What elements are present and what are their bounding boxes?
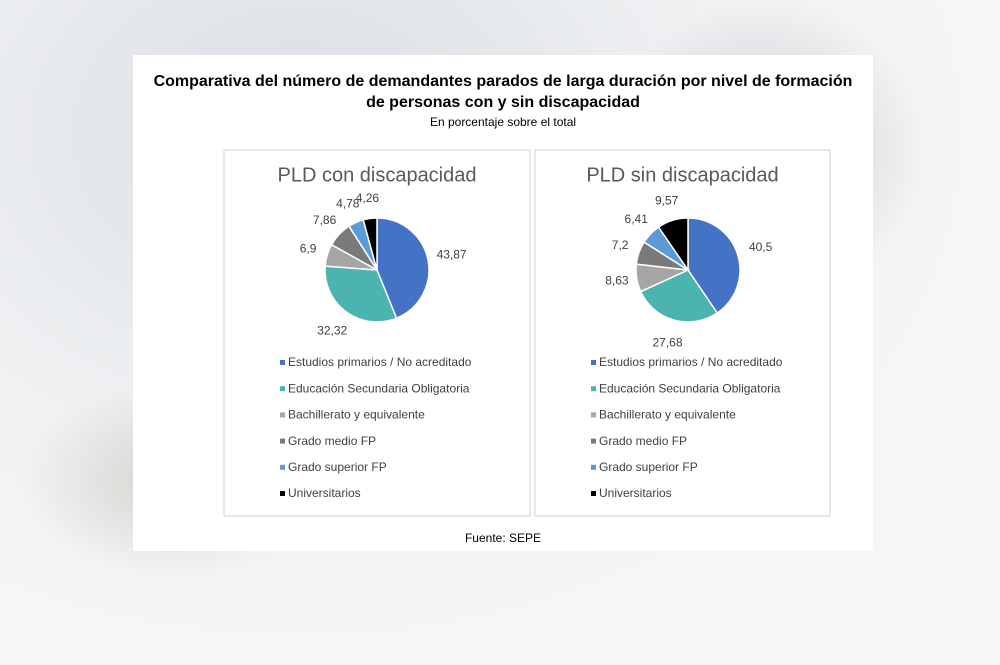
legend-swatch <box>280 360 285 365</box>
legend-label: Bachillerato y equivalente <box>599 408 736 422</box>
legend-swatch <box>591 360 596 365</box>
legend-label: Estudios primarios / No acreditado <box>599 355 783 369</box>
data-label: 6,41 <box>625 212 649 226</box>
legend-swatch <box>280 464 285 470</box>
data-label: 8,63 <box>605 273 629 287</box>
chart-title: PLD con discapacidad <box>277 164 476 186</box>
data-label: 40,5 <box>749 240 773 254</box>
data-label: 32,32 <box>317 324 347 338</box>
legend-label: Universitarios <box>599 486 672 500</box>
legend-label: Universitarios <box>288 486 361 500</box>
legend-swatch <box>591 412 596 418</box>
source: Fuente: SEPE <box>464 531 542 545</box>
pie-slice <box>657 217 689 273</box>
legend-label: Grado medio FP <box>288 434 376 448</box>
legend-swatch <box>591 438 596 444</box>
data-label: 4,26 <box>356 191 380 205</box>
chart-frame <box>534 149 831 517</box>
legend-swatch <box>591 386 596 392</box>
chart-title: PLD sin discapacidad <box>586 164 778 186</box>
data-label: 43,87 <box>437 248 467 262</box>
data-label: 9,57 <box>655 193 679 207</box>
legend-label: Estudios primarios / No acreditado <box>288 355 472 369</box>
legend-label: Educación Secundaria Obligatoria <box>599 381 781 395</box>
legend-label: Bachillerato y equivalente <box>288 408 425 422</box>
data-label: 7,2 <box>612 238 629 252</box>
pie-slice <box>687 217 741 315</box>
legend-swatch <box>280 386 285 392</box>
data-label: 6,9 <box>300 241 317 255</box>
pie-slice <box>362 217 378 271</box>
legend-label: Grado medio FP <box>599 434 687 448</box>
subtitle: En porcentaje sobre el total <box>429 115 577 129</box>
legend-label: Grado superior FP <box>599 460 698 474</box>
legend-swatch <box>280 491 285 496</box>
legend-swatch <box>280 438 285 444</box>
data-label: 27,68 <box>652 335 682 349</box>
pie-slice <box>376 217 430 320</box>
data-label: 7,86 <box>313 213 337 227</box>
legend-label: Grado superior FP <box>288 460 387 474</box>
legend-swatch <box>280 412 285 418</box>
pie-slice <box>324 265 398 323</box>
legend-label: Educación Secundaria Obligatoria <box>288 381 470 395</box>
legend-swatch <box>591 491 596 496</box>
legend-swatch <box>591 464 596 470</box>
data-label: 4,78 <box>336 196 360 210</box>
chart-frame <box>223 149 531 517</box>
title: Comparativa del número de demandantes pa… <box>153 73 853 111</box>
